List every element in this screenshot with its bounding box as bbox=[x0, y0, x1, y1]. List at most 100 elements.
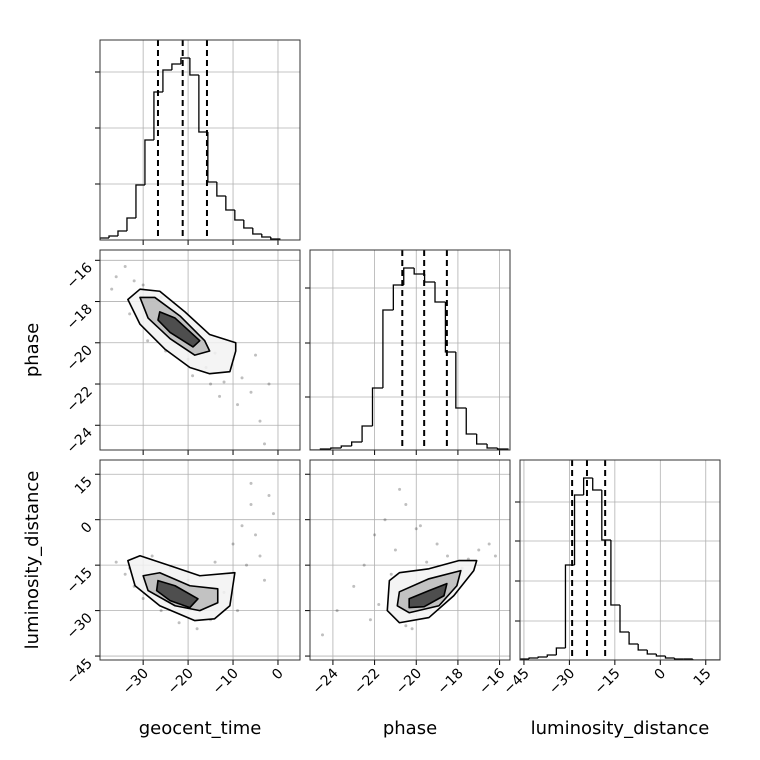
axes-frame bbox=[309, 249, 511, 451]
x-axis-label: phase bbox=[383, 718, 437, 739]
hist-bin bbox=[537, 656, 548, 658]
y-tick-label: −18 bbox=[64, 301, 96, 333]
panel: −30 −20 −10 0 15 0 −15 −30 −45 geocent_time lumino… bbox=[22, 459, 301, 739]
hist-bin bbox=[601, 490, 611, 541]
hist-bin bbox=[455, 352, 467, 409]
x-tick-label: −45 bbox=[501, 666, 533, 698]
hist-bin bbox=[564, 564, 575, 648]
sample-point bbox=[493, 554, 497, 558]
x-tick-label: −10 bbox=[210, 666, 242, 698]
sample-point bbox=[141, 283, 145, 287]
hist-bin bbox=[126, 217, 136, 231]
plot-area bbox=[520, 460, 720, 660]
sample-point bbox=[335, 609, 339, 613]
sample-point bbox=[254, 533, 258, 537]
hist-bin bbox=[555, 647, 566, 655]
hist-bin bbox=[573, 494, 584, 565]
sample-point bbox=[222, 380, 226, 384]
sample-point bbox=[218, 394, 222, 398]
y-tick-label: −30 bbox=[64, 610, 96, 642]
panel bbox=[95, 39, 301, 245]
hist-bin bbox=[520, 658, 530, 660]
hist-bin bbox=[171, 63, 181, 70]
hist-bin bbox=[546, 654, 557, 657]
sample-point bbox=[141, 596, 145, 600]
hist-bin bbox=[153, 91, 163, 140]
sample-point bbox=[114, 560, 118, 564]
x-tick-label: −22 bbox=[351, 666, 383, 698]
x-tick-label: −16 bbox=[476, 665, 508, 697]
hist-bin bbox=[198, 75, 208, 133]
y-axis-label: phase bbox=[22, 323, 43, 377]
hist-bin bbox=[382, 309, 394, 388]
hist-bin bbox=[664, 656, 675, 659]
hist-bin bbox=[225, 196, 235, 211]
sample-point bbox=[393, 548, 397, 552]
hist-bin bbox=[692, 659, 702, 660]
sample-point bbox=[446, 554, 449, 558]
sample-point bbox=[159, 609, 163, 613]
y-tick-label: −20 bbox=[64, 342, 96, 374]
sample-point bbox=[425, 560, 429, 564]
x-tick-label: −18 bbox=[435, 666, 467, 698]
x-tick-label: 15 bbox=[691, 666, 715, 690]
axes-frame bbox=[99, 39, 301, 241]
sample-point bbox=[195, 627, 199, 631]
axes-frame bbox=[519, 459, 721, 661]
x-tick-label: −30 bbox=[546, 666, 578, 698]
hist-bin bbox=[655, 654, 666, 657]
sample-point bbox=[352, 584, 356, 588]
hist-bin bbox=[243, 220, 253, 229]
sample-point bbox=[177, 621, 181, 625]
hist-bin bbox=[180, 57, 190, 64]
sample-point bbox=[128, 312, 132, 316]
y-tick-label: −15 bbox=[64, 565, 96, 597]
hist-bin bbox=[403, 267, 415, 285]
x-tick-label: −30 bbox=[120, 666, 152, 698]
plot-area bbox=[100, 40, 281, 240]
x-tick-label: −20 bbox=[393, 666, 425, 698]
sample-point bbox=[213, 560, 217, 564]
sample-point bbox=[146, 339, 150, 343]
panel: −24 −22 −20 −18 −16 phase bbox=[305, 459, 511, 739]
sample-point bbox=[249, 481, 253, 485]
sample-point bbox=[262, 578, 266, 582]
sample-point bbox=[209, 382, 213, 386]
sample-point bbox=[123, 264, 127, 268]
hist-bin bbox=[465, 408, 477, 435]
sample-point bbox=[368, 618, 372, 622]
hist-bin bbox=[413, 268, 425, 275]
y-tick-label: 0 bbox=[78, 519, 96, 537]
sample-point bbox=[191, 374, 195, 378]
sample-point bbox=[254, 353, 258, 357]
plot-area bbox=[110, 264, 271, 446]
panel bbox=[305, 249, 511, 455]
hist-bin bbox=[610, 540, 620, 606]
sample-point bbox=[404, 503, 408, 507]
y-tick-label: −22 bbox=[64, 384, 96, 416]
sample-point bbox=[267, 382, 271, 386]
sample-point bbox=[414, 527, 418, 531]
y-tick-label: 15 bbox=[72, 474, 96, 498]
hist-bin bbox=[423, 274, 435, 283]
x-tick-label: −20 bbox=[165, 666, 197, 698]
sample-point bbox=[123, 572, 127, 576]
sample-point bbox=[487, 542, 491, 546]
plot-area bbox=[114, 481, 275, 631]
hist-bin bbox=[673, 658, 684, 660]
x-tick-label: 0 bbox=[269, 666, 287, 684]
contour bbox=[157, 311, 201, 348]
panel: −45 −30 −15 0 15 luminosity_distance bbox=[501, 459, 721, 739]
axes-frame bbox=[99, 459, 301, 661]
sample-point bbox=[132, 279, 136, 283]
sample-point bbox=[240, 524, 244, 528]
hist-bin bbox=[108, 235, 118, 238]
hist-bin bbox=[207, 132, 217, 183]
sample-point bbox=[150, 554, 154, 558]
hist-bin bbox=[528, 657, 539, 659]
sample-point bbox=[362, 563, 366, 567]
hist-bin bbox=[646, 650, 657, 655]
sample-point bbox=[271, 512, 275, 516]
hist-bin bbox=[361, 425, 373, 442]
